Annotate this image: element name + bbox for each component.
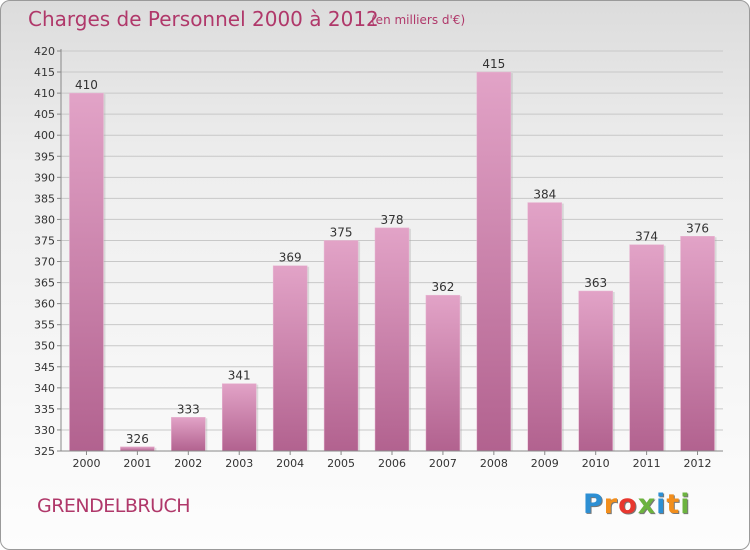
y-tick-label: 340 [34,382,55,395]
bar-value-label: 375 [330,225,353,239]
y-tick-label: 335 [34,403,55,416]
x-tick-label: 2003 [225,457,253,470]
x-tick-label: 2009 [531,457,559,470]
logo-letter: i [656,489,667,520]
y-tick-label: 375 [34,234,55,247]
chart-title: Charges de Personnel 2000 à 2012 [28,7,379,31]
bar-value-label: 410 [75,78,98,92]
y-tick-label: 360 [34,298,55,311]
bar-value-label: 363 [584,276,607,290]
bar-value-label: 362 [431,280,454,294]
y-tick-label: 410 [34,87,55,100]
x-tick-label: 2012 [684,457,712,470]
bar-value-label: 341 [228,369,251,383]
y-tick-label: 400 [34,129,55,142]
bar-value-label: 378 [381,213,404,227]
x-tick-label: 2001 [123,457,151,470]
bar-2009 [527,202,563,452]
bar-2005 [323,240,359,452]
y-tick-label: 345 [34,361,55,374]
x-tick-label: 2008 [480,457,508,470]
bars: 410 326 333 341 369 375 378 362 415 384 363 374 376 [69,57,717,452]
bar-value-label: 333 [177,402,200,416]
bar-2002 [171,417,206,452]
bar-2011 [629,244,664,452]
bar-2004 [272,265,308,452]
x-tick-label: 2004 [276,457,304,470]
bar-value-label: 374 [635,230,658,244]
bar-value-label: 369 [279,251,302,265]
x-tick-label: 2010 [582,457,610,470]
proxiti-logo: Proxiti [583,489,691,520]
y-tick-label: 390 [34,171,55,184]
logo-letter: o [618,489,638,520]
bar-2010 [578,290,613,452]
logo-letter: P [583,489,604,520]
bar-value-label: 376 [686,221,709,235]
y-tick-label: 395 [34,150,55,163]
logo-letter: i [680,489,691,520]
x-tick-label: 2007 [429,457,457,470]
y-tick-label: 370 [34,256,55,269]
x-tick-label: 2006 [378,457,406,470]
bar-2006 [374,227,410,452]
bar-2007 [425,294,461,452]
logo-letter: t [666,489,681,520]
bar-2008 [476,71,512,452]
bar-2000 [69,92,104,452]
x-tick-label: 2011 [633,457,661,470]
logo-letter: x [637,489,657,520]
logo-letter: r [603,489,619,520]
y-tick-label: 380 [34,213,55,226]
y-tick-label: 355 [34,319,55,332]
bar-2001 [120,446,155,452]
bar-value-label: 415 [482,57,505,71]
axes: 325 330 335 340 345 350 355 360 365 370 375 380 385 3… [34,45,723,470]
y-tick-label: 405 [34,108,55,121]
x-tick-label: 2005 [327,457,355,470]
bar-value-label: 326 [126,432,149,446]
y-tick-label: 415 [34,66,55,79]
x-tick-label: 2002 [174,457,202,470]
y-tick-label: 350 [34,340,55,353]
x-tick-label: 2000 [72,457,100,470]
y-tick-label: 330 [34,424,55,437]
y-tick-label: 420 [34,45,55,58]
bar-2012 [680,236,715,452]
y-tick-label: 365 [34,277,55,290]
y-tick-label: 385 [34,192,55,205]
commune-name: GRENDELBRUCH [37,495,191,517]
y-tick-label: 325 [34,445,55,458]
chart-unit-note: (en milliers d'€) [371,13,466,27]
bar-value-label: 384 [533,188,556,202]
bar-2003 [221,383,257,452]
